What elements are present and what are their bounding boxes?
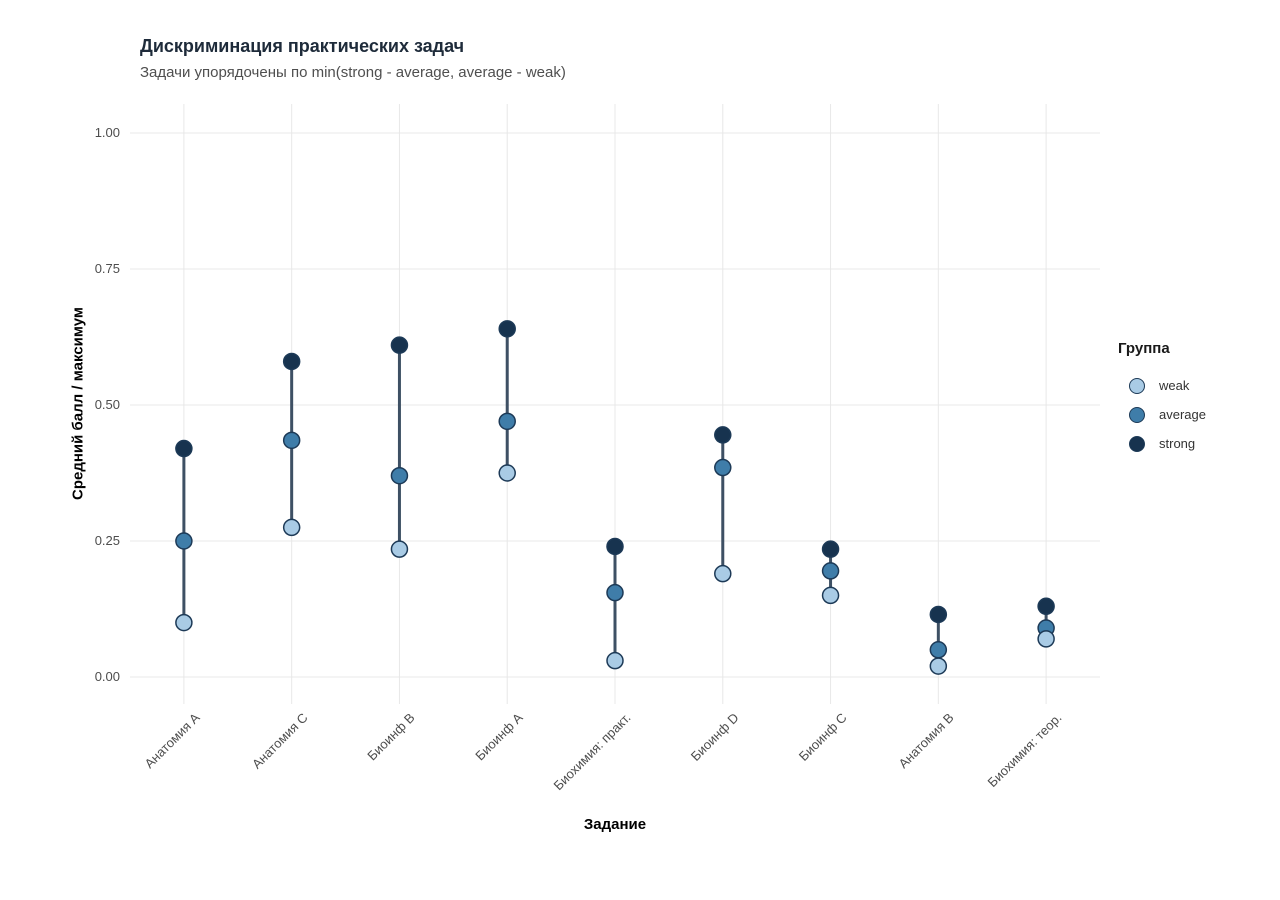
y-tick-label: 0.00 — [94, 669, 120, 684]
legend-label: strong — [1159, 436, 1196, 451]
x-axis-title: Задание — [583, 816, 647, 833]
legend-swatch-icon — [1129, 406, 1145, 423]
legend-swatch-icon — [1129, 435, 1145, 452]
point-strong — [282, 352, 301, 371]
legend-label: average — [1159, 407, 1206, 422]
legend-title: Группа — [1118, 340, 1170, 357]
point-weak — [714, 564, 732, 583]
point-strong — [714, 426, 732, 444]
point-weak — [282, 518, 301, 537]
point-weak — [821, 586, 840, 605]
point-strong — [1037, 597, 1055, 616]
legend-item-strong: strong — [1118, 429, 1268, 458]
y-tick-label: 0.50 — [94, 397, 120, 412]
plot-panel — [130, 104, 1100, 704]
point-strong — [390, 336, 409, 354]
point-weak — [390, 540, 409, 558]
point-average — [606, 583, 624, 602]
legend-swatch-icon — [1129, 377, 1145, 394]
legend-label: weak — [1159, 378, 1190, 393]
point-weak — [175, 613, 193, 632]
point-weak — [498, 464, 516, 482]
point-average — [498, 412, 516, 431]
point-average — [390, 466, 409, 485]
legend-item-average: average — [1118, 400, 1268, 429]
point-strong — [175, 439, 193, 458]
point-weak — [929, 657, 948, 675]
y-tick-label: 0.75 — [94, 261, 120, 276]
point-average — [714, 458, 732, 477]
point-strong — [498, 320, 516, 338]
chart-subtitle: Задачи упорядочены по min(strong - avera… — [140, 64, 566, 81]
legend-item-weak: weak — [1118, 371, 1268, 400]
y-tick-label: 1.00 — [94, 125, 120, 140]
point-average — [821, 562, 840, 580]
chart-title: Дискриминация практических задач — [140, 36, 465, 56]
point-average — [175, 532, 193, 550]
y-tick-label: 0.25 — [94, 533, 120, 548]
point-strong — [821, 540, 840, 558]
point-strong — [606, 537, 624, 556]
point-average — [282, 431, 301, 450]
point-strong — [929, 605, 948, 624]
point-average — [929, 641, 948, 659]
point-weak — [606, 651, 624, 670]
plot-area — [130, 104, 1100, 704]
point-weak — [1037, 630, 1055, 648]
legend: Группа weak average strong — [1118, 340, 1268, 458]
